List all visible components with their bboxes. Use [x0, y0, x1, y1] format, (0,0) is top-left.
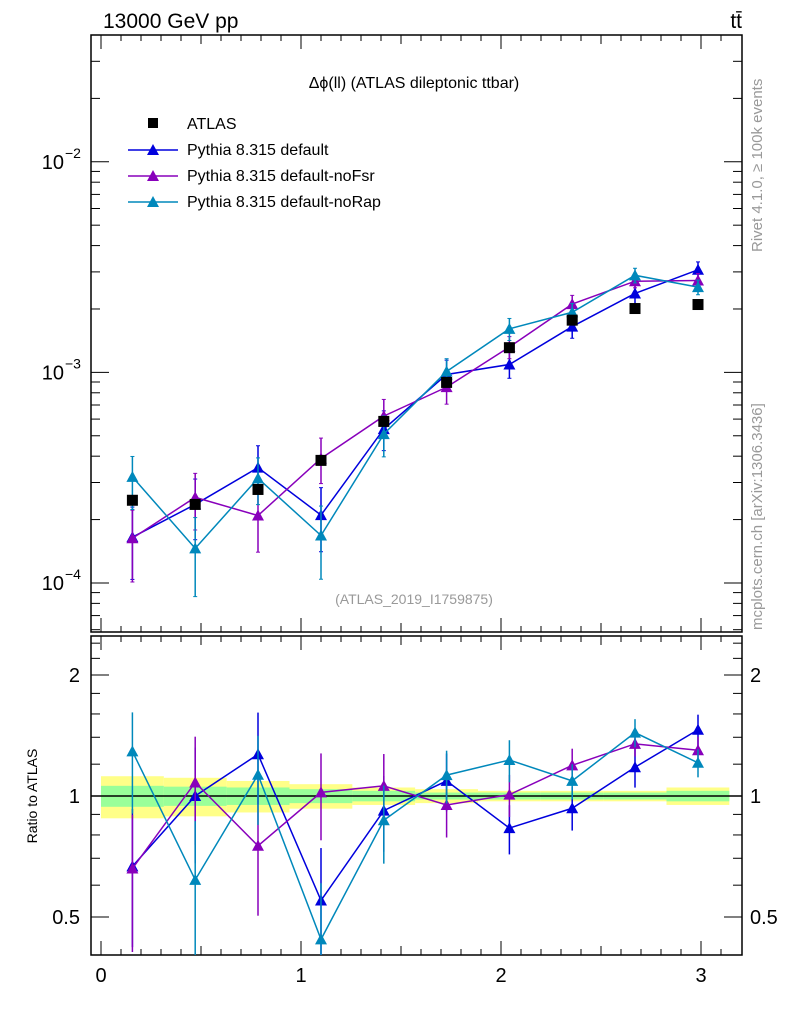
y-tick-label: 10 — [42, 362, 64, 384]
atlas-data-point — [378, 415, 390, 427]
y-tick-exponent: −2 — [65, 145, 81, 161]
ratio-ylabel: Ratio to ATLAS — [24, 749, 40, 844]
data-point-triangle — [692, 263, 704, 275]
atlas-data-point — [252, 483, 264, 495]
atlas-data-point — [441, 376, 453, 388]
ratio-point-triangle — [377, 779, 390, 791]
legend-label-norap: Pythia 8.315 default-noRap — [187, 194, 381, 211]
ratio-point-triangle — [629, 761, 641, 773]
ratio-point-triangle — [566, 802, 579, 814]
legend-label-atlas: ATLAS — [187, 116, 237, 133]
ratio-point-triangle — [566, 774, 579, 786]
x-tick-label: 1 — [295, 965, 306, 987]
ratio-point-triangle — [503, 822, 516, 834]
data-point-triangle — [252, 509, 264, 521]
ratio-point-triangle — [252, 768, 264, 780]
ratio-point-triangle — [629, 726, 641, 738]
ratio-point-triangle — [315, 786, 327, 798]
data-point-triangle — [566, 320, 579, 332]
series-line — [131, 279, 699, 539]
ratio-y-tick-label: 1 — [69, 786, 80, 808]
series-line — [131, 274, 699, 550]
rivet-label: Rivet 4.1.0, ≥ 100k events — [749, 79, 766, 252]
ratio-point-triangle — [189, 873, 202, 885]
ratio-y-tick-label: 0.5 — [52, 907, 80, 929]
atlas-data-point — [566, 314, 578, 326]
atlas-data-point — [126, 494, 138, 506]
atlas-data-point — [189, 498, 201, 510]
y-tick-label: 10 — [42, 573, 64, 595]
ratio-point-triangle — [440, 798, 453, 810]
ratio-point-triangle — [126, 862, 139, 874]
data-point-triangle — [252, 472, 264, 484]
ratio-y-tick-label-right: 1 — [750, 786, 761, 808]
legend-marker-atlas — [148, 118, 158, 128]
ratio-series-line — [131, 743, 699, 869]
atlas-data-point — [503, 342, 515, 354]
atlas-data-point — [692, 299, 704, 311]
series-2 — [126, 267, 704, 955]
ratio-point-triangle — [315, 933, 327, 945]
y-tick-exponent: −4 — [65, 566, 81, 582]
data-point-triangle — [566, 306, 579, 318]
ratio-point-triangle — [189, 776, 202, 788]
ratio-point-triangle — [692, 723, 704, 735]
data-point-triangle — [503, 358, 516, 370]
x-tick-label: 3 — [695, 965, 706, 987]
atlas-data-point — [315, 454, 327, 466]
data-point-triangle — [126, 532, 139, 544]
ratio-point-triangle — [503, 754, 516, 766]
ratio-point-triangle — [692, 756, 704, 768]
plot-title: Δϕ(ll) (ATLAS dileptonic ttbar) — [309, 75, 520, 92]
ratio-point-triangle — [377, 814, 390, 826]
ratio-series-line — [131, 731, 699, 942]
ratio-point-triangle — [252, 839, 264, 851]
data-point-triangle — [503, 322, 516, 334]
data-point-triangle — [440, 365, 453, 377]
data-point-triangle — [377, 428, 390, 440]
header-left: 13000 GeV pp — [103, 10, 238, 33]
ratio-y-tick-label-right: 2 — [750, 665, 761, 687]
ratio-point-triangle — [503, 788, 516, 800]
ratio-point-triangle — [126, 745, 139, 757]
legend: ATLAS Pythia 8.315 default Pythia 8.315 … — [148, 116, 381, 211]
data-point-triangle — [126, 470, 139, 482]
ratio-y-tick-label-right: 0.5 — [750, 907, 778, 929]
header-right: tt̄ — [730, 10, 742, 33]
x-tick-label: 2 — [495, 965, 506, 987]
data-point-triangle — [315, 529, 327, 541]
ratio-point-triangle — [440, 769, 453, 781]
x-tick-label: 0 — [95, 965, 106, 987]
legend-marker-2 — [147, 196, 159, 207]
mcplots-label: mcplots.cern.ch [arXiv:1306.3436] — [749, 403, 766, 630]
legend-label-nofsr: Pythia 8.315 default-noFsr — [187, 168, 375, 185]
atlas-data-point — [629, 303, 641, 315]
legend-label-default: Pythia 8.315 default — [187, 142, 329, 159]
legend-marker-0 — [147, 144, 159, 155]
y-tick-label: 10 — [42, 152, 64, 174]
data-point-triangle — [692, 281, 704, 293]
y-tick-exponent: −3 — [65, 355, 81, 371]
main-frame — [90, 34, 743, 633]
data-point-triangle — [629, 269, 641, 281]
ratio-y-tick-label: 2 — [69, 665, 80, 687]
legend-marker-1 — [147, 170, 159, 181]
data-point-triangle — [629, 287, 641, 299]
analysis-label: (ATLAS_2019_I1759875) — [335, 591, 493, 607]
data-point-triangle — [189, 542, 202, 554]
